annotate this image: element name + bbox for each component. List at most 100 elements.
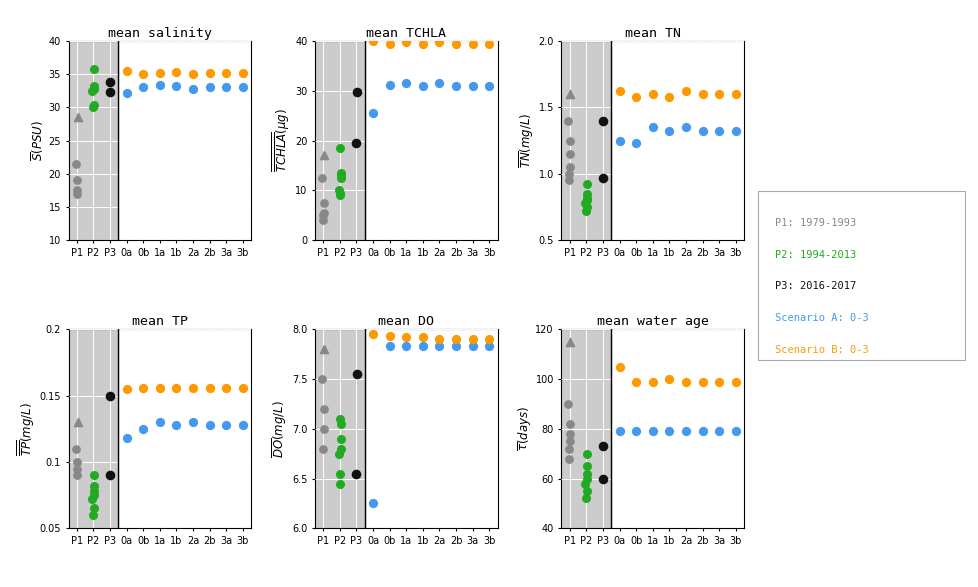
Point (85, 510, 101, 519)
Point (579, 474, 595, 483)
Point (711, 427, 727, 436)
Point (560, 116, 576, 126)
Point (168, 68, 184, 77)
Point (168, 383, 184, 393)
Point (481, 81, 497, 90)
Point (628, 377, 644, 386)
Point (118, 384, 134, 394)
Point (185, 84, 200, 93)
Point (415, 81, 430, 90)
Point (611, 87, 627, 96)
Point (728, 127, 743, 136)
Point (448, 335, 464, 344)
Point (481, 342, 497, 351)
Point (152, 68, 167, 77)
Point (87, 81, 103, 90)
Bar (68, 329, 118, 528)
Point (561, 419, 577, 429)
Point (398, 342, 414, 351)
Point (102, 471, 117, 480)
Point (201, 383, 217, 393)
Point (218, 420, 234, 430)
Point (431, 342, 447, 351)
Point (578, 449, 594, 458)
Point (185, 383, 200, 393)
Point (481, 335, 497, 344)
Point (578, 180, 594, 189)
Point (562, 149, 578, 158)
Y-axis label: $\overline{\tau}(days)$: $\overline{\tau}(days)$ (515, 406, 532, 451)
Point (465, 39, 480, 48)
Point (201, 68, 217, 77)
Point (611, 362, 627, 372)
Point (678, 123, 693, 132)
Point (448, 342, 464, 351)
Point (348, 469, 364, 478)
Point (235, 83, 250, 92)
Point (611, 427, 627, 436)
Point (481, 39, 497, 48)
Point (86, 487, 102, 496)
Point (578, 206, 594, 215)
Point (86, 101, 102, 110)
Point (562, 89, 578, 99)
Point (381, 332, 397, 341)
Point (465, 342, 480, 351)
Title: mean TCHLA: mean TCHLA (366, 27, 446, 40)
Point (152, 417, 167, 427)
Point (316, 404, 332, 414)
Point (560, 399, 576, 409)
Point (560, 169, 576, 178)
Point (85, 103, 101, 112)
Point (332, 479, 347, 488)
Point (448, 81, 464, 90)
Point (365, 330, 380, 339)
Point (86, 82, 102, 92)
Point (333, 171, 348, 180)
Point (84, 494, 100, 504)
Point (235, 68, 250, 77)
Point (562, 429, 578, 438)
Point (331, 185, 346, 195)
Point (332, 143, 347, 153)
Point (68, 189, 84, 198)
Point (86, 64, 102, 73)
Point (152, 383, 167, 393)
Point (562, 337, 578, 346)
Point (86, 84, 102, 93)
Point (333, 173, 348, 183)
Point (349, 369, 365, 379)
Point (661, 375, 677, 384)
Point (415, 39, 430, 48)
Point (398, 333, 414, 342)
Point (645, 89, 660, 99)
Point (218, 383, 234, 393)
Point (595, 116, 610, 126)
Point (68, 471, 84, 480)
Point (579, 195, 595, 205)
Point (333, 434, 348, 444)
Bar (561, 41, 610, 240)
Point (315, 444, 331, 453)
Point (431, 38, 447, 47)
Point (86, 504, 102, 513)
Point (465, 335, 480, 344)
Point (661, 127, 677, 136)
Bar (315, 329, 365, 528)
Point (86, 471, 102, 480)
Point (69, 113, 85, 122)
Point (349, 87, 365, 97)
Point (678, 427, 693, 436)
Point (316, 151, 332, 160)
Point (333, 188, 348, 197)
Point (579, 461, 595, 471)
Title: mean DO: mean DO (378, 315, 434, 328)
Point (694, 127, 710, 136)
Text: P1: 1979-1993: P1: 1979-1993 (775, 218, 856, 228)
Point (87, 481, 103, 491)
Bar (561, 329, 610, 528)
Point (69, 185, 85, 195)
Point (577, 198, 593, 208)
Point (711, 89, 727, 99)
Point (333, 168, 348, 177)
